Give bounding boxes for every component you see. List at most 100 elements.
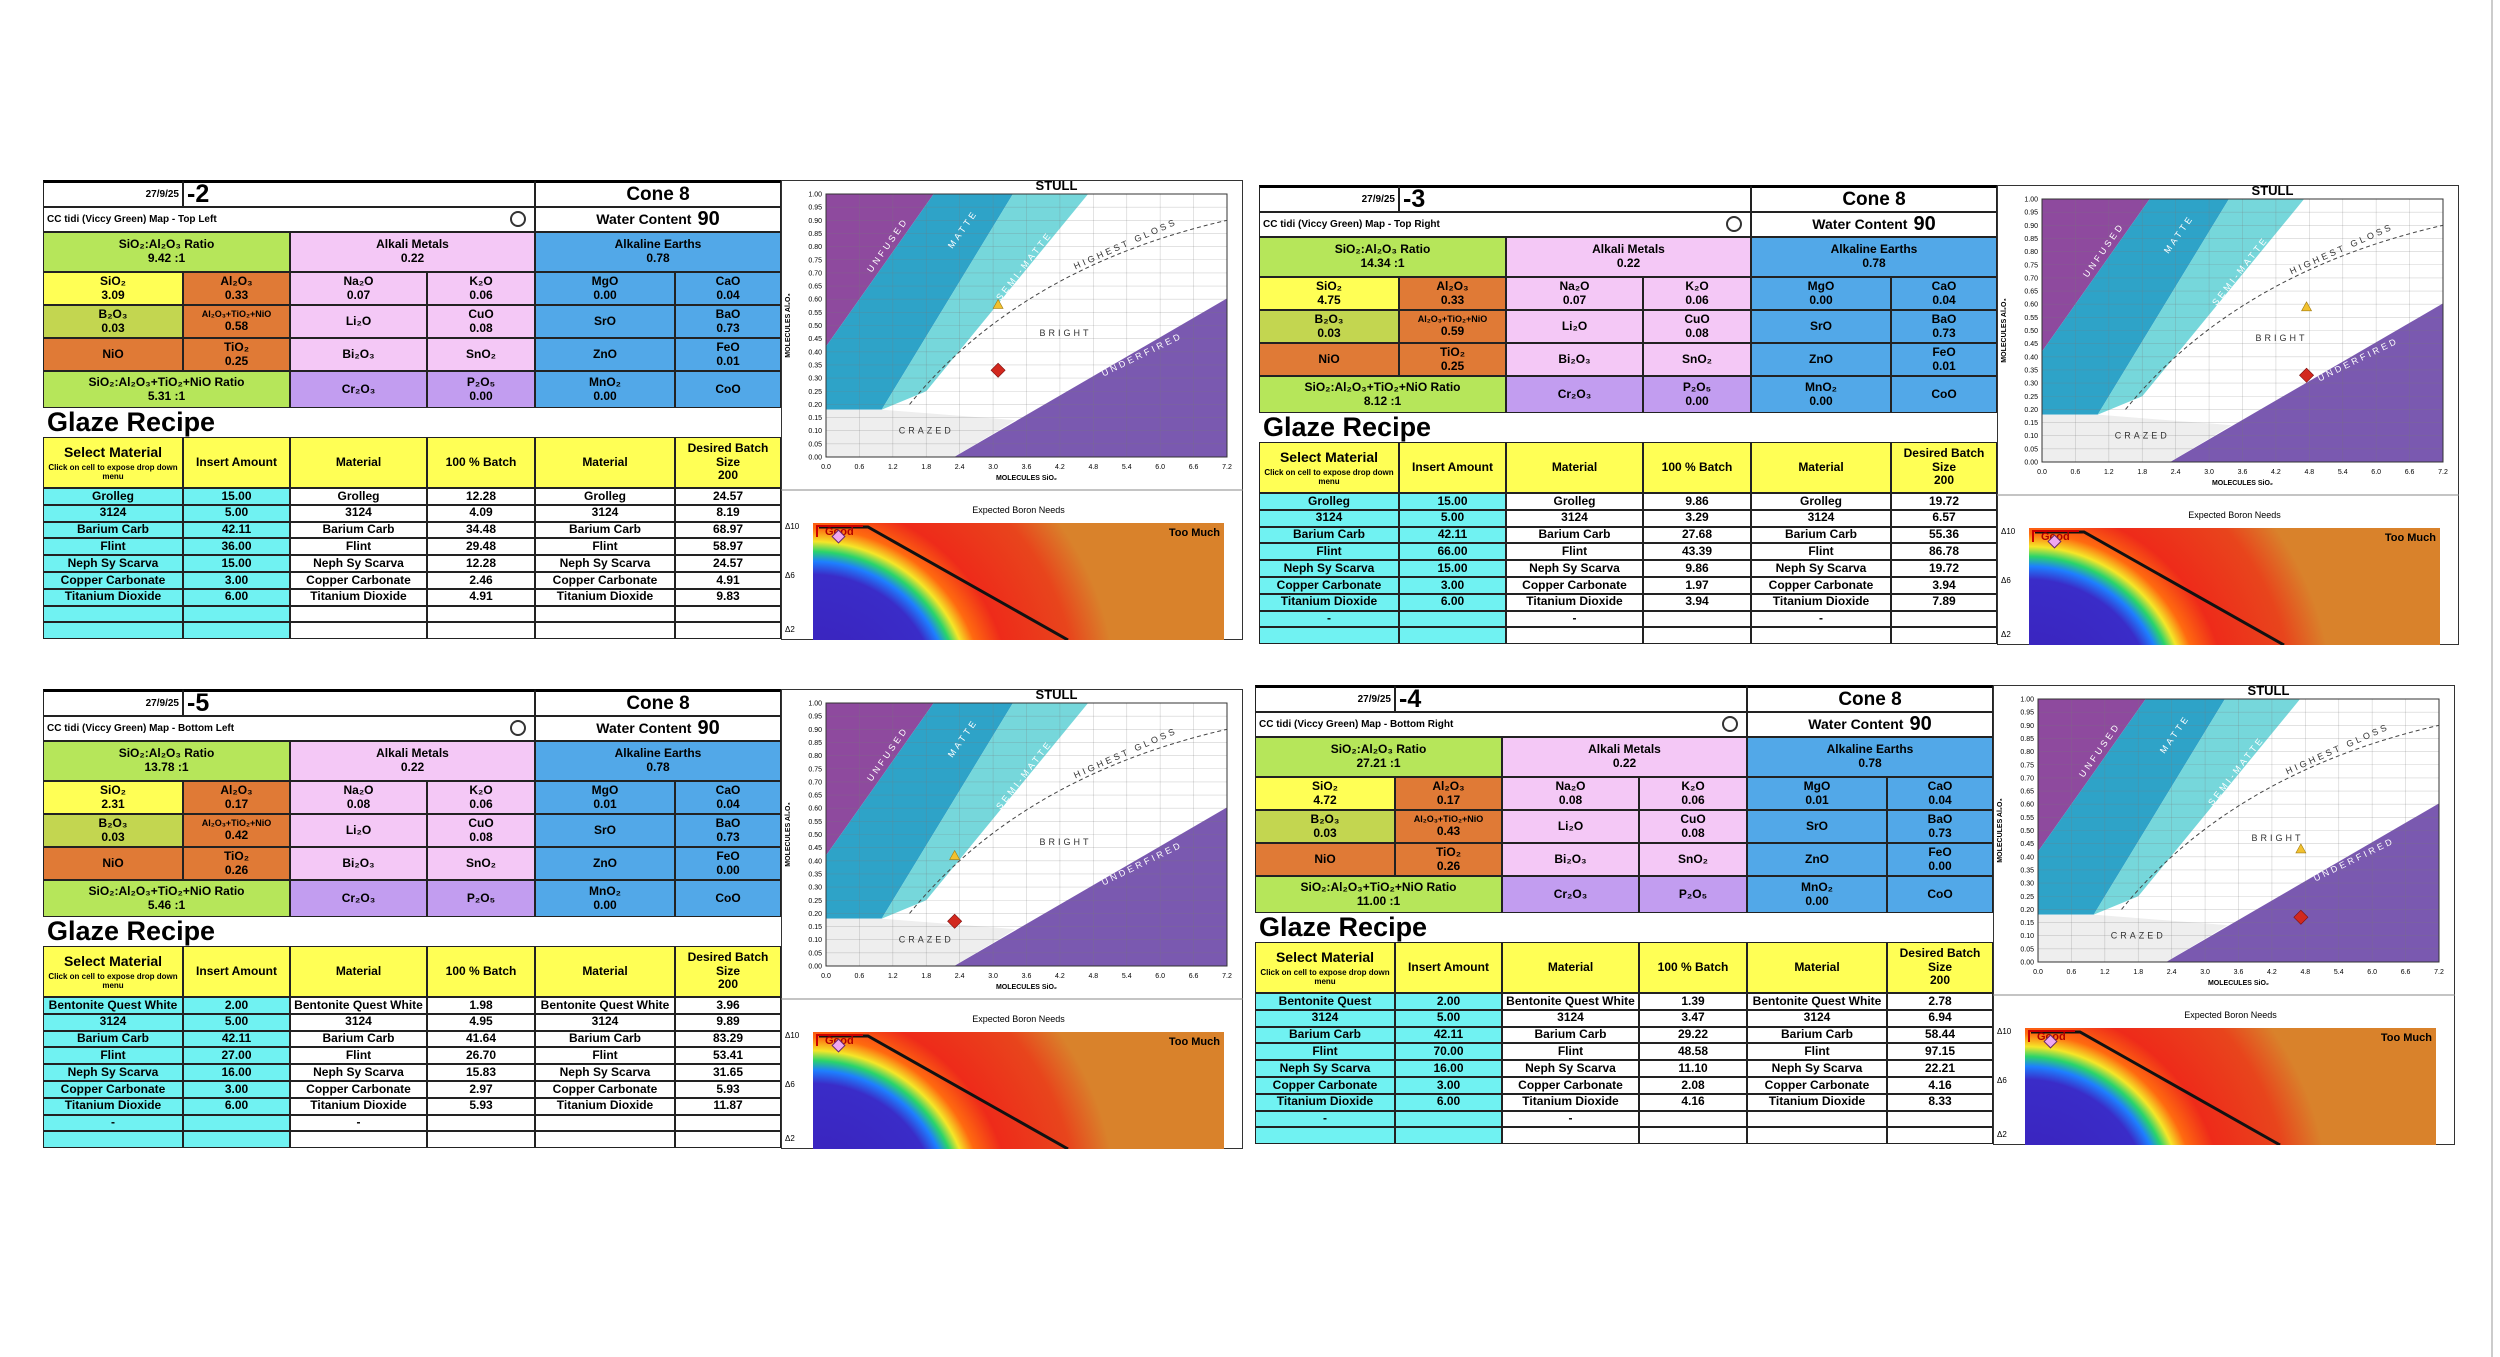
y-tick-label: 0.65 (2024, 289, 2038, 296)
cell-text: 8.12 :1 (1363, 393, 1402, 408)
cell-text: 3.00 (224, 1081, 249, 1096)
header-cell: Material (1747, 942, 1887, 993)
recipe-cell: 9.86 (1643, 493, 1751, 510)
cell-text: 3.00 (1440, 577, 1465, 592)
cell-text: Grolleg (1799, 493, 1842, 508)
oxide-cell: SnO₂ (1643, 343, 1751, 376)
cell-text: Copper Carbonate (1518, 1077, 1623, 1092)
recipe-cell: 55.36 (1891, 526, 1997, 544)
cell-text: CC tidi (Viccy Green) Map - Top Left (47, 213, 217, 225)
cell-text: Insert Amount (196, 454, 277, 469)
header-cell: Insert Amount (1399, 442, 1506, 493)
cell-text: Click on cell to expose drop down menu (1264, 467, 1394, 487)
cell-text: 3.00 (1436, 1077, 1461, 1092)
cell-text: 16.00 (1433, 1060, 1464, 1075)
cell-text: - (111, 1115, 115, 1130)
water-text: Water Content (1808, 716, 1904, 733)
y-tick-label: 0.80 (808, 753, 822, 760)
region-unfused (826, 194, 934, 347)
oxide-value: 0.08 (1558, 792, 1583, 807)
oxide-label: CaO (1931, 278, 1957, 293)
unity-diamond (2299, 367, 2315, 383)
y-tick-label: 0.55 (2024, 315, 2038, 322)
recipe-cell: - (1502, 1110, 1639, 1128)
header-cell: Desired Batch Size 200 (675, 437, 781, 488)
x-tick-label: 4.2 (2267, 969, 2277, 976)
cell-text: Select Material (1279, 448, 1379, 465)
recipe-cell: 5.93 (427, 1097, 535, 1115)
cell-text: 0.78 (646, 760, 670, 774)
cell-text: Alkaline Earths (1826, 742, 1914, 757)
y-tick-label: 0.30 (808, 376, 822, 383)
x-axis-label: MOLECULES SiO₂ (2212, 480, 2273, 487)
stull-title: STULL (2248, 685, 2290, 698)
cell-text: 1.97 (1685, 577, 1709, 592)
y-tick-label: 0.15 (808, 415, 822, 422)
oxide-cell: TiO₂ 0.26 (1395, 843, 1502, 876)
recipe-cell (427, 1131, 535, 1149)
recipe-cell: 3124 (1502, 1009, 1639, 1027)
cell-text: 15.00 (221, 555, 252, 570)
oxide-value: 0.08 (469, 829, 493, 844)
oxide-cell: ZnO (535, 847, 675, 880)
cell-text: Alkali Metals (376, 746, 449, 761)
recipe-cell: Titanium Dioxide (1751, 593, 1891, 611)
cell-text: 24.57 (712, 555, 744, 570)
cell-text: 70.00 (1433, 1043, 1464, 1058)
recipe-cell: Titanium Dioxide (43, 1097, 183, 1115)
recipe-cell: 3124 (535, 1013, 675, 1031)
y-tick-label: 0.30 (808, 885, 822, 892)
oxide-cell: MgO 0.01 (535, 781, 675, 814)
recipe-cell (1506, 627, 1643, 645)
y-tick-label: 0.45 (808, 336, 822, 343)
cell-text: Select Material (1275, 948, 1375, 965)
recipe-cell: Titanium Dioxide (1747, 1093, 1887, 1111)
oxide-cell: CuO 0.08 (427, 305, 535, 338)
cell-text: 15.00 (1437, 493, 1468, 508)
oxide-label: ZnO (1805, 851, 1829, 866)
region-matte (2042, 199, 2229, 415)
recipe-cell (427, 622, 535, 640)
plot-border (2037, 698, 2440, 963)
y-tick-label: 0.75 (808, 257, 822, 264)
cell-text: 3124 (1803, 1010, 1831, 1025)
oxide-value: 2.31 (101, 796, 125, 811)
cell-text: 3124 (1557, 1010, 1584, 1025)
cell-text: 100 % Batch (1661, 459, 1733, 474)
cell-text: 4.16 (1928, 1077, 1952, 1092)
cell-text: 6.00 (1440, 594, 1465, 609)
recipe-cell: 16.00 (1395, 1060, 1502, 1077)
oxide-label: ZnO (1809, 351, 1833, 366)
recipe-cell: Copper Carbonate (1751, 577, 1891, 594)
y-tick-label: 0.35 (2020, 867, 2034, 874)
recipe-cell: 3.94 (1643, 593, 1751, 611)
x-tick-label: 7.2 (2434, 969, 2444, 976)
recipe-cell: Flint (43, 1047, 183, 1065)
recipe-cell: 9.89 (675, 1013, 781, 1031)
recipe-cell: 1.39 (1639, 993, 1747, 1010)
recipe-cell (183, 1131, 290, 1149)
x-tick-label: 0.0 (821, 464, 831, 471)
cell-text: Bentonite Quest (1278, 993, 1372, 1008)
recipe-cell (1891, 610, 1997, 628)
oxide-cell: CaO 0.04 (1887, 777, 1993, 810)
header-cell: Material (290, 946, 427, 997)
oxide-label: Na₂O (343, 273, 374, 288)
oxide-label: CuO (1680, 811, 1706, 826)
recipe-cell: Titanium Dioxide (290, 588, 427, 606)
y-tick-label: 0.70 (808, 270, 822, 277)
cell-text: 11.87 (713, 1098, 743, 1113)
recipe-cell (1887, 1127, 1993, 1145)
y-tick-label: 0.50 (2020, 828, 2034, 835)
oxide-value: 0.03 (1317, 325, 1341, 340)
alkali-cell: Alkali Metals 0.22 (1502, 737, 1747, 777)
oxide-value: 0.04 (1932, 292, 1956, 307)
cell-text: Flint (345, 1047, 372, 1062)
y-tick-label: 0.35 (808, 362, 822, 369)
water-text: Water Content (1812, 216, 1908, 233)
cell-text: Alkali Metals (376, 237, 449, 252)
cell-text: 15.00 (1437, 560, 1468, 575)
oxide-label: MgO (1807, 278, 1835, 293)
oxide-label: P₂O₅ (466, 374, 496, 389)
y-tick-label: 0.90 (808, 218, 822, 225)
